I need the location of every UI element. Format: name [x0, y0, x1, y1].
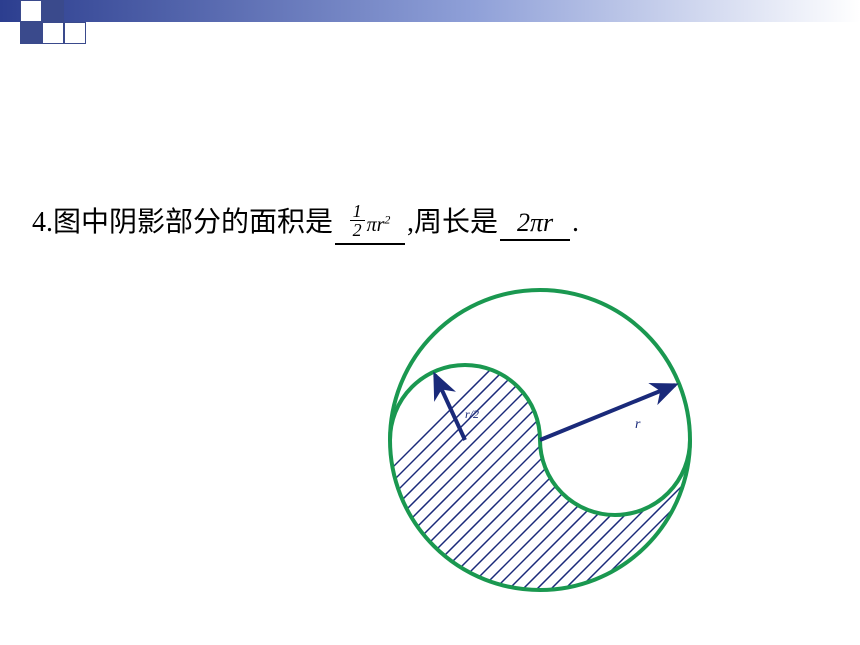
fraction-one-half: 1 2: [350, 202, 365, 239]
text-after: .: [572, 207, 579, 239]
question-number: 4.: [32, 207, 53, 239]
pi-r-squared: πr2: [367, 214, 391, 236]
hatched-region: [370, 270, 750, 610]
yin-yang-circle-diagram: r r/2: [370, 270, 750, 615]
answer-blank-area: 1 2 πr2: [335, 206, 405, 245]
answer-blank-perimeter: 2πr: [500, 207, 570, 241]
header-squares-top: [20, 0, 64, 22]
text-between: ,周长是: [407, 200, 498, 240]
header-squares-bottom: [20, 22, 86, 44]
diagram-svg: r r/2: [370, 270, 750, 610]
label-r: r: [635, 417, 641, 432]
slide-header-decoration: [0, 0, 860, 22]
label-r-half: r/2: [465, 407, 479, 421]
header-gradient-svg: [0, 0, 860, 70]
radius-r-arrow: [540, 385, 675, 440]
question-text: 4. 图中阴影部分的面积是 1 2 πr2 ,周长是 2πr .: [32, 200, 579, 245]
text-before-blank1: 图中阴影部分的面积是: [53, 200, 333, 240]
